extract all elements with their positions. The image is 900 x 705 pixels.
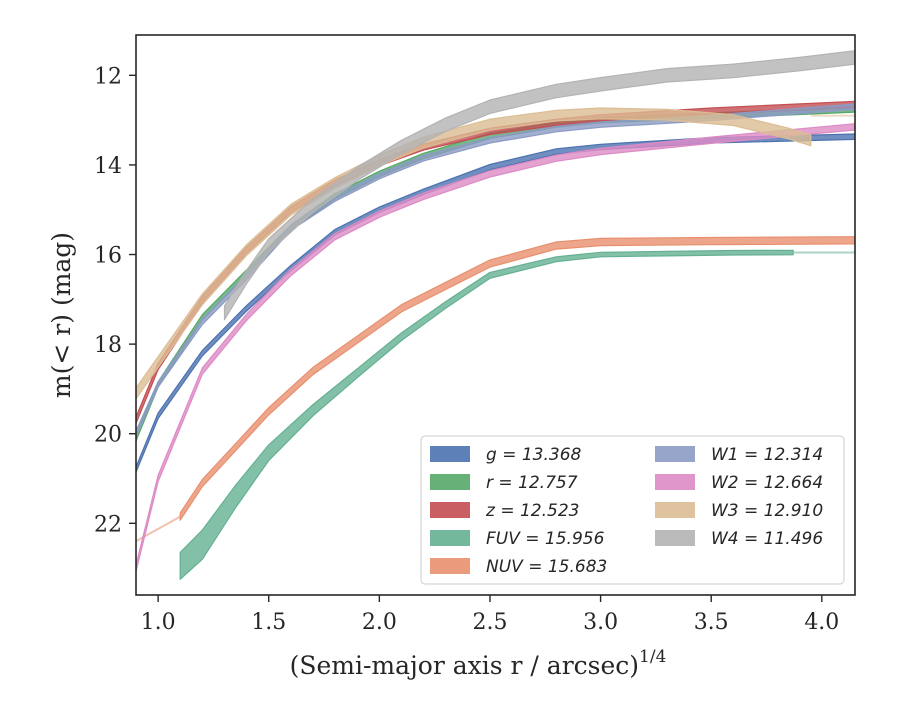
y-axis: 12 14 16 18 20 22 xyxy=(94,64,136,537)
series-fuv xyxy=(179,249,855,580)
x-axis: 1.0 1.5 2.0 2.5 3.0 3.5 4.0 xyxy=(141,595,839,635)
y-tick-label: 12 xyxy=(94,64,122,89)
x-axis-title: (Semi-major axis r / arcsec)1/4 xyxy=(290,647,667,680)
legend-item-w4: W4 = 11.496 xyxy=(655,529,823,549)
legend-label: W1 = 12.314 xyxy=(711,445,823,465)
legend-item-g: g = 13.368 xyxy=(430,445,582,465)
legend-item-w2: W2 = 12.664 xyxy=(655,473,823,493)
series-band-w4 xyxy=(223,50,855,321)
legend-swatch xyxy=(655,446,695,462)
legend-label: W2 = 12.664 xyxy=(711,473,823,493)
legend: g = 13.368 r = 12.757 z = 12.523 FUV = 15.9… xyxy=(420,435,845,585)
x-tick-label: 2.0 xyxy=(362,610,397,635)
x-tick-label: 3.0 xyxy=(583,610,618,635)
x-tick-label: 3.5 xyxy=(694,610,729,635)
legend-label: NUV = 15.683 xyxy=(486,557,607,577)
legend-label: FUV = 15.956 xyxy=(486,529,605,549)
legend-swatch xyxy=(430,446,470,462)
legend-item-fuv: FUV = 15.956 xyxy=(430,529,605,549)
legend-swatch xyxy=(430,474,470,490)
legend-item-nuv: NUV = 15.683 xyxy=(430,557,607,577)
legend-label: W4 = 11.496 xyxy=(711,529,823,549)
x-axis-title-exponent: 1/4 xyxy=(639,647,666,667)
y-tick-label: 22 xyxy=(94,512,122,537)
legend-label: g = 13.368 xyxy=(486,445,582,465)
y-tick-label: 16 xyxy=(94,244,122,269)
legend-swatch xyxy=(430,530,470,546)
series-band-nuv xyxy=(179,236,855,521)
y-tick-label: 20 xyxy=(94,423,122,448)
legend-label: r = 12.757 xyxy=(486,473,578,493)
x-tick-label: 1.0 xyxy=(141,610,176,635)
legend-swatch xyxy=(655,474,695,490)
series-band-w2 xyxy=(136,123,855,572)
legend-label: W3 = 12.910 xyxy=(711,501,823,521)
y-tick-label: 14 xyxy=(94,154,122,179)
y-axis-title: m(< r) (mag) xyxy=(47,232,76,398)
series-w2 xyxy=(136,123,855,572)
legend-label: z = 12.523 xyxy=(485,501,579,521)
legend-box xyxy=(420,435,845,585)
legend-item-z: z = 12.523 xyxy=(430,501,579,521)
legend-item-w1: W1 = 12.314 xyxy=(655,445,823,465)
legend-item-r: r = 12.757 xyxy=(430,473,578,493)
x-tick-label: 1.5 xyxy=(251,610,286,635)
legend-swatch xyxy=(655,530,695,546)
y-tick-label: 18 xyxy=(94,333,122,358)
x-tick-label: 4.0 xyxy=(804,610,839,635)
legend-swatch xyxy=(655,502,695,518)
legend-item-w3: W3 = 12.910 xyxy=(655,501,823,521)
series-w4 xyxy=(223,50,855,321)
legend-swatch xyxy=(430,502,470,518)
series-band-fuv xyxy=(179,249,794,580)
plot-frame xyxy=(135,34,856,596)
x-axis-title-text: (Semi-major axis r / arcsec) xyxy=(290,651,639,680)
x-tick-label: 2.5 xyxy=(472,610,507,635)
legend-swatch xyxy=(430,558,470,574)
series-layer xyxy=(136,50,855,580)
